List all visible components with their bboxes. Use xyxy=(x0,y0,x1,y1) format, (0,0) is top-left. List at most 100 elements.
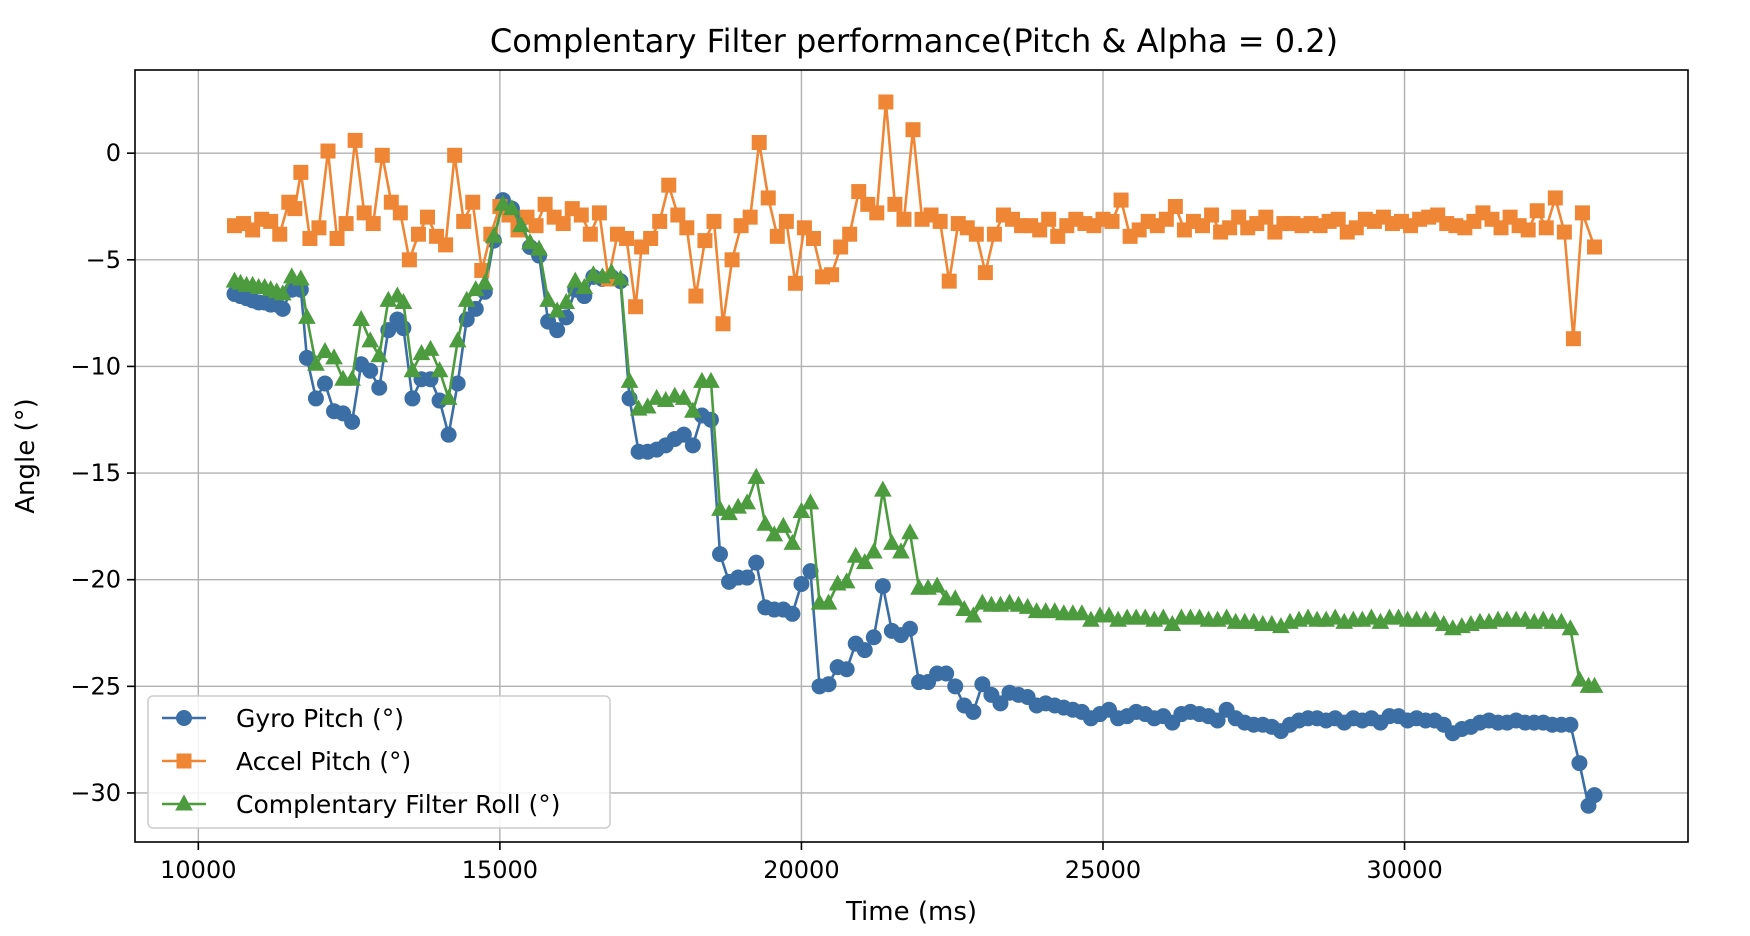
data-point xyxy=(802,563,819,580)
data-point xyxy=(430,361,449,378)
data-point xyxy=(1158,211,1174,227)
data-point xyxy=(555,216,571,232)
data-point xyxy=(643,230,659,246)
data-point xyxy=(706,213,722,229)
data-point xyxy=(874,578,891,595)
y-tick-label: −25 xyxy=(70,672,121,700)
data-point xyxy=(361,331,380,348)
data-point xyxy=(557,292,576,309)
data-point xyxy=(371,379,388,396)
data-point xyxy=(1209,712,1226,729)
data-point xyxy=(1562,716,1579,733)
data-point xyxy=(968,226,984,242)
data-point xyxy=(582,226,598,242)
legend-entry: Accel Pitch (°) xyxy=(162,747,411,776)
data-point xyxy=(1552,612,1571,629)
data-point xyxy=(824,267,840,283)
data-point xyxy=(410,226,426,242)
data-point xyxy=(756,514,775,531)
data-point xyxy=(465,194,481,210)
data-point xyxy=(316,341,334,359)
data-point xyxy=(711,499,729,516)
data-point xyxy=(325,348,343,365)
data-point xyxy=(1104,213,1120,229)
data-point xyxy=(765,525,784,542)
data-point xyxy=(362,362,379,379)
data-point xyxy=(992,695,1009,712)
data-point xyxy=(652,213,668,229)
data-point xyxy=(602,263,621,280)
data-point xyxy=(833,239,849,255)
data-point xyxy=(865,629,882,646)
data-point xyxy=(974,676,991,693)
data-point xyxy=(715,316,731,332)
data-point xyxy=(338,216,354,232)
legend-label: Gyro Pitch (°) xyxy=(236,704,404,733)
data-point xyxy=(751,135,767,151)
data-point xyxy=(801,493,820,510)
x-tick-label: 10000 xyxy=(160,856,236,884)
data-point xyxy=(941,273,957,289)
legend-entry: Gyro Pitch (°) xyxy=(162,704,404,733)
data-point xyxy=(292,269,310,286)
data-point xyxy=(401,252,417,268)
data-point xyxy=(679,220,695,236)
data-point xyxy=(448,331,467,348)
data-point xyxy=(628,299,644,315)
data-point xyxy=(287,201,303,217)
data-point xyxy=(932,213,948,229)
y-tick-label: −30 xyxy=(70,779,121,807)
legend-entry: Complentary Filter Roll (°) xyxy=(162,790,561,819)
data-point xyxy=(742,209,758,225)
data-point xyxy=(421,339,440,356)
data-point xyxy=(946,589,965,606)
y-tick-label: −15 xyxy=(70,459,121,487)
data-point xyxy=(928,576,946,593)
data-point xyxy=(851,184,867,200)
data-point xyxy=(747,467,766,484)
data-point xyxy=(883,533,901,550)
data-point xyxy=(539,290,557,307)
data-point xyxy=(566,271,585,288)
data-point xyxy=(905,122,921,138)
data-point xyxy=(760,190,776,206)
data-point xyxy=(403,361,422,378)
data-point xyxy=(485,226,503,243)
data-point xyxy=(684,401,702,418)
data-point xyxy=(986,226,1002,242)
data-point xyxy=(374,147,390,163)
data-point xyxy=(456,213,472,229)
series-triangle xyxy=(225,194,1604,693)
data-point xyxy=(320,143,336,159)
data-point xyxy=(819,593,838,610)
data-point xyxy=(778,213,794,229)
data-point xyxy=(404,390,421,407)
data-point xyxy=(1113,192,1129,208)
y-tick-label: −10 xyxy=(70,352,121,380)
data-point xyxy=(1167,198,1183,214)
data-point xyxy=(793,575,810,592)
legend-label: Complentary Filter Roll (°) xyxy=(236,790,561,819)
data-point xyxy=(343,369,361,386)
legend-marker xyxy=(176,710,192,726)
data-point xyxy=(352,309,371,327)
data-point xyxy=(1073,604,1091,621)
data-point xyxy=(856,642,873,659)
data-point xyxy=(1154,608,1173,625)
data-point xyxy=(1561,619,1580,636)
data-point xyxy=(447,147,463,163)
y-axis-label: Angle (°) xyxy=(11,398,41,514)
data-point xyxy=(792,501,811,518)
data-point xyxy=(293,164,309,180)
data-point xyxy=(855,553,874,570)
data-point xyxy=(675,426,692,443)
data-point xyxy=(820,676,837,693)
data-point xyxy=(316,375,333,392)
data-point xyxy=(611,269,630,286)
data-point xyxy=(457,290,476,307)
data-point xyxy=(575,277,594,295)
data-point xyxy=(475,273,494,290)
data-point xyxy=(494,194,512,211)
data-point xyxy=(896,211,912,227)
data-point xyxy=(1547,190,1563,206)
